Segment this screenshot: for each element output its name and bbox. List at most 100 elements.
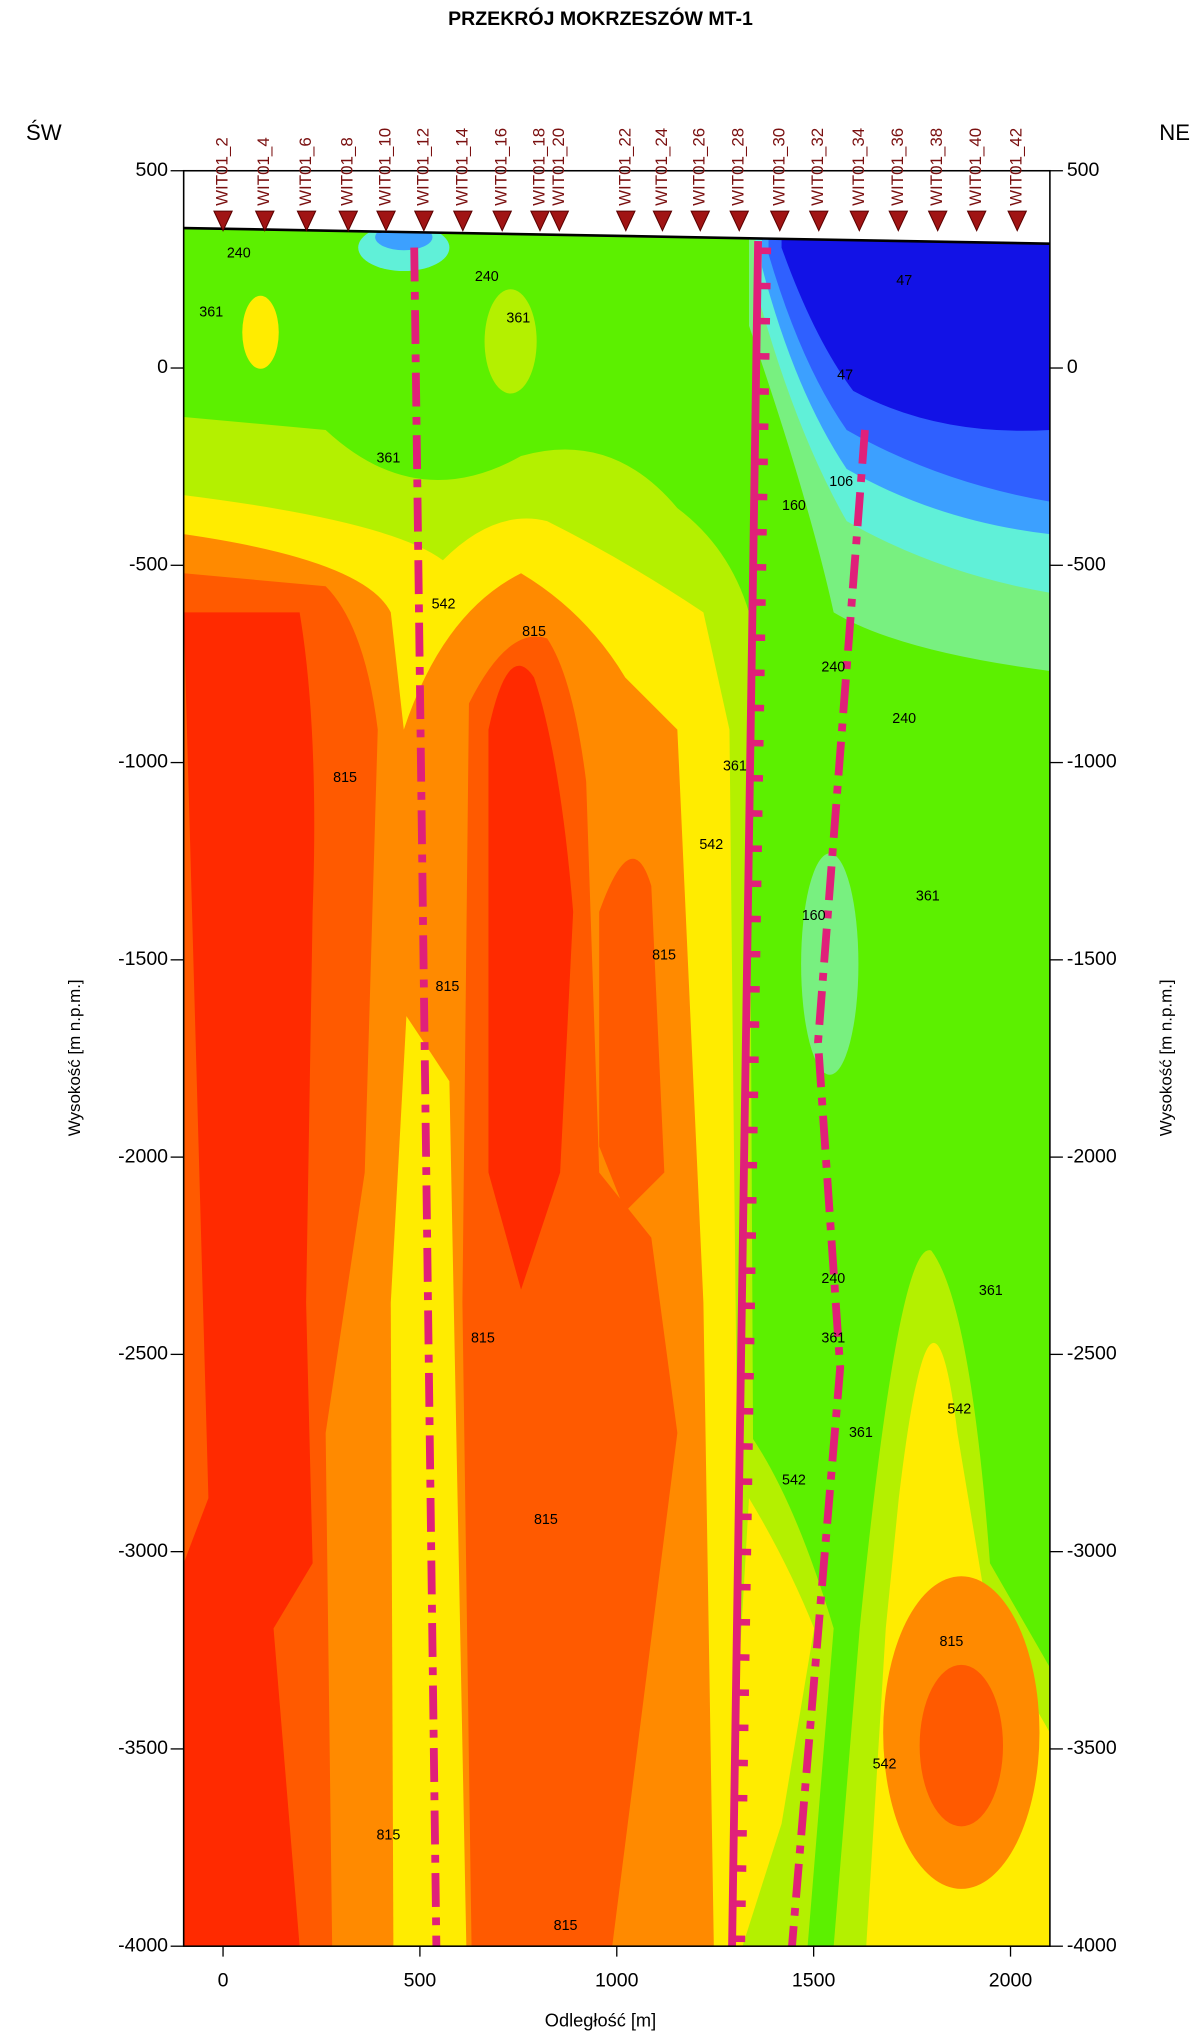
contour-label: 361 xyxy=(849,1425,873,1441)
fault-ticks xyxy=(734,247,772,1947)
contour-label: 160 xyxy=(802,908,826,924)
station-marker xyxy=(376,210,396,232)
x-tick-label: 500 xyxy=(404,1970,437,1992)
contour-label: 47 xyxy=(896,273,912,289)
x-tick-label: 1000 xyxy=(595,1970,639,1992)
station-label: WIT01_36 xyxy=(888,128,907,206)
y-tick-label: -1500 xyxy=(1067,948,1117,970)
station-marker xyxy=(615,210,636,232)
station-label: WIT01_30 xyxy=(769,128,788,206)
station-label: WIT01_16 xyxy=(492,128,511,206)
station-marker xyxy=(849,210,870,232)
station-label: WIT01_32 xyxy=(808,128,827,206)
contour-label: 361 xyxy=(916,888,940,904)
y-axis-label: Wysokość [m n.p.m.] xyxy=(1157,979,1176,1136)
station-marker xyxy=(296,210,317,232)
x-tick-label: 2000 xyxy=(989,1970,1033,1992)
contour-label: 542 xyxy=(947,1401,971,1417)
station-marker xyxy=(769,210,790,232)
station-marker xyxy=(729,210,750,232)
contour-label: 240 xyxy=(821,1271,845,1287)
station-label: WIT01_2 xyxy=(213,137,232,206)
contour-label: 815 xyxy=(522,624,546,640)
x-tick-label: 0 xyxy=(218,1970,229,1992)
y-tick-label: -2500 xyxy=(1067,1343,1117,1365)
x-axis-label: Odległość [m] xyxy=(545,2010,656,2031)
station-marker xyxy=(549,210,570,232)
contour-label: 240 xyxy=(892,711,916,727)
station-label: WIT01_22 xyxy=(615,128,634,206)
station-label: WIT01_38 xyxy=(927,128,946,206)
y-tick-label: -3000 xyxy=(1067,1540,1117,1562)
contour-label: 542 xyxy=(699,837,723,853)
station-marker xyxy=(1007,210,1028,232)
y-tick-label: -500 xyxy=(129,553,168,575)
station-marker xyxy=(452,210,473,232)
contour-label: 361 xyxy=(723,758,747,774)
contour-label: 47 xyxy=(837,368,853,384)
fill-zone xyxy=(242,295,279,369)
station-label: WIT01_4 xyxy=(254,137,273,206)
station-marker xyxy=(690,210,711,232)
station-label: WIT01_8 xyxy=(338,137,357,206)
contour-label: 361 xyxy=(979,1283,1003,1299)
fault-line xyxy=(410,247,441,1947)
fill-zone xyxy=(801,853,859,1075)
y-tick-label: 500 xyxy=(135,159,168,181)
station-marker xyxy=(213,210,233,232)
station-marker xyxy=(413,210,434,232)
contour-label: 240 xyxy=(475,269,499,285)
y-tick-label: 0 xyxy=(1067,356,1078,378)
station-marker xyxy=(254,210,275,232)
y-tick-label: -2000 xyxy=(118,1145,168,1167)
surface-line xyxy=(183,226,1050,245)
station-label: WIT01_14 xyxy=(452,128,471,206)
contour-fill xyxy=(183,170,1050,1947)
fill-zone xyxy=(484,289,537,394)
station-label: WIT01_12 xyxy=(413,128,432,206)
y-tick-label: 0 xyxy=(157,356,168,378)
station-label: WIT01_34 xyxy=(849,128,868,206)
direction-label: NE xyxy=(1159,120,1190,145)
contour-label: 361 xyxy=(821,1330,845,1346)
station-label: WIT01_26 xyxy=(690,128,709,206)
y-tick-label: -4000 xyxy=(118,1934,168,1956)
contour-label: 542 xyxy=(432,597,456,613)
y-tick-label: -4000 xyxy=(1067,1934,1117,1956)
station-label: WIT01_10 xyxy=(376,128,395,206)
contour-label: 815 xyxy=(534,1512,558,1528)
station-marker xyxy=(888,210,909,232)
contour-label: 240 xyxy=(821,660,845,676)
station-label: WIT01_20 xyxy=(549,128,568,206)
station-label: WIT01_42 xyxy=(1007,128,1026,206)
fill-zone xyxy=(488,665,574,1290)
contour-label: 542 xyxy=(782,1472,806,1488)
y-tick-label: -1000 xyxy=(118,751,168,773)
fault-line xyxy=(728,241,763,1947)
station-marker xyxy=(927,210,948,232)
station-label: WIT01_28 xyxy=(729,128,748,206)
contour-label: 815 xyxy=(652,948,676,964)
y-tick-label: -2500 xyxy=(118,1343,168,1365)
y-tick-label: -1500 xyxy=(118,948,168,970)
y-tick-label: -3500 xyxy=(118,1737,168,1759)
station-label: WIT01_18 xyxy=(529,128,548,206)
x-tick-label: 1500 xyxy=(792,1970,836,1992)
fill-zone xyxy=(919,1664,1004,1827)
contour-label: 361 xyxy=(199,305,223,321)
y-tick-label: -1000 xyxy=(1067,751,1117,773)
station-marker xyxy=(808,210,829,232)
fault-line xyxy=(788,429,869,1947)
fill-zone xyxy=(183,612,315,1947)
station-label: WIT01_24 xyxy=(652,128,671,206)
fill-zone xyxy=(599,858,665,1212)
station-marker xyxy=(530,210,550,232)
direction-label: ŚW xyxy=(26,120,62,145)
contour-label: 542 xyxy=(873,1756,897,1772)
contour-label: 240 xyxy=(227,245,251,261)
y-tick-label: -500 xyxy=(1067,553,1106,575)
station-label: WIT01_40 xyxy=(966,128,985,206)
contour-label: 361 xyxy=(506,310,530,326)
sky xyxy=(183,170,1050,244)
